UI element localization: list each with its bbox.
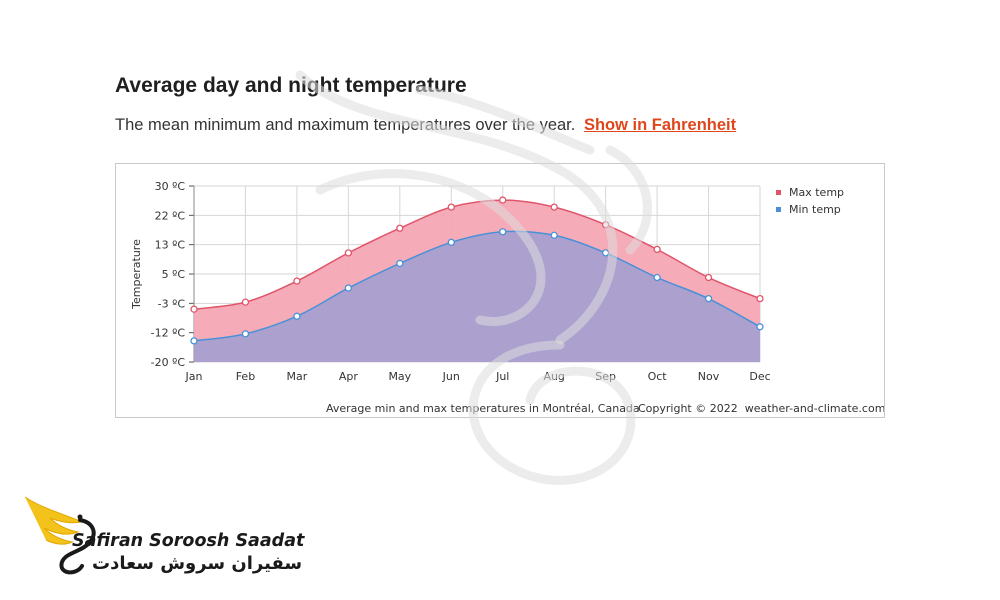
x-tick-label: Jun xyxy=(442,370,460,383)
point-max-temp xyxy=(653,245,661,254)
brand-name-en: Safiran Soroosh Saadat xyxy=(72,531,305,551)
point-max-temp xyxy=(396,224,404,232)
y-tick-labels: 30 ºC 22 ºC 13 ºC 5 ºC -3 ºC -12 ºC -20 ºC xyxy=(151,180,186,369)
show-fahrenheit-link[interactable]: Show in Fahrenheit xyxy=(583,116,737,134)
x-tick-label: Sep xyxy=(595,370,616,383)
y-tick-label: 30 ºC xyxy=(155,180,186,193)
y-axis-label: Temperature xyxy=(130,239,143,310)
point-max-temp xyxy=(601,221,610,229)
x-tick-label: May xyxy=(388,370,411,383)
legend-swatch-min xyxy=(776,207,781,212)
y-tick-label: 13 ºC xyxy=(155,239,186,252)
point-max-temp xyxy=(499,196,507,204)
x-tick-label: Nov xyxy=(698,370,720,383)
subtitle-text: The mean minimum and maximum temperature… xyxy=(115,116,576,134)
point-min-temp xyxy=(704,294,713,303)
point-max-temp xyxy=(293,277,301,285)
point-min-temp xyxy=(499,228,507,236)
x-tick-label: Mar xyxy=(287,370,308,383)
point-max-temp xyxy=(756,294,764,303)
legend-label-max: Max temp xyxy=(789,186,844,199)
point-max-temp xyxy=(704,273,713,282)
point-min-temp xyxy=(396,259,404,268)
brand-name-fa: سفیران سروش سعادت xyxy=(92,553,303,574)
point-min-temp xyxy=(550,231,558,239)
chart-footer-copyright: Copyright © 2022 weather-and-climate.com xyxy=(638,402,884,415)
point-max-temp xyxy=(190,305,198,313)
x-tick-label: Aug xyxy=(543,370,564,383)
point-max-temp xyxy=(447,203,455,211)
point-min-temp xyxy=(241,330,250,338)
point-min-temp xyxy=(601,249,610,257)
y-tick-label: 22 ºC xyxy=(155,209,186,222)
y-tick-label: -20 ºC xyxy=(151,356,186,369)
chart-svg: 30 ºC 22 ºC 13 ºC 5 ºC -3 ºC -12 ºC -20 ºC Jan… xyxy=(130,180,885,415)
chart-legend: Max temp Min temp xyxy=(776,186,844,216)
subtitle-row: The mean minimum and maximum temperature… xyxy=(115,116,736,135)
point-min-temp xyxy=(653,273,661,282)
temperature-chart: 30 ºC 22 ºC 13 ºC 5 ºC -3 ºC -12 ºC -20 ºC Jan… xyxy=(115,163,885,418)
x-tick-label: Jul xyxy=(495,370,509,383)
x-tick-label: Dec xyxy=(749,370,770,383)
legend-swatch-max xyxy=(776,190,781,195)
point-max-temp xyxy=(241,298,250,306)
y-tick-label: 5 ºC xyxy=(162,268,186,281)
point-min-temp xyxy=(344,284,353,292)
chart-footer-source: Average min and max temperatures in Mont… xyxy=(326,402,640,415)
y-tick-label: -12 ºC xyxy=(151,327,186,340)
page-title: Average day and night temperature xyxy=(115,74,467,97)
chart-areas xyxy=(194,200,760,362)
x-tick-label: Apr xyxy=(339,370,359,383)
legend-label-min: Min temp xyxy=(789,203,841,216)
x-tick-label: Oct xyxy=(648,370,668,383)
point-min-temp xyxy=(756,323,764,331)
point-min-temp xyxy=(293,312,301,320)
y-tick-label: -3 ºC xyxy=(158,297,186,310)
point-max-temp xyxy=(550,203,558,211)
x-tick-label: Feb xyxy=(236,370,255,383)
x-tick-labels: Jan Feb Mar Apr May Jun Jul Aug Sep Oct Nov Dec xyxy=(185,370,771,383)
point-max-temp xyxy=(344,249,353,257)
x-tick-label: Jan xyxy=(185,370,203,383)
logo-emblem xyxy=(24,496,96,575)
point-min-temp xyxy=(447,238,455,246)
point-min-temp xyxy=(190,337,198,345)
